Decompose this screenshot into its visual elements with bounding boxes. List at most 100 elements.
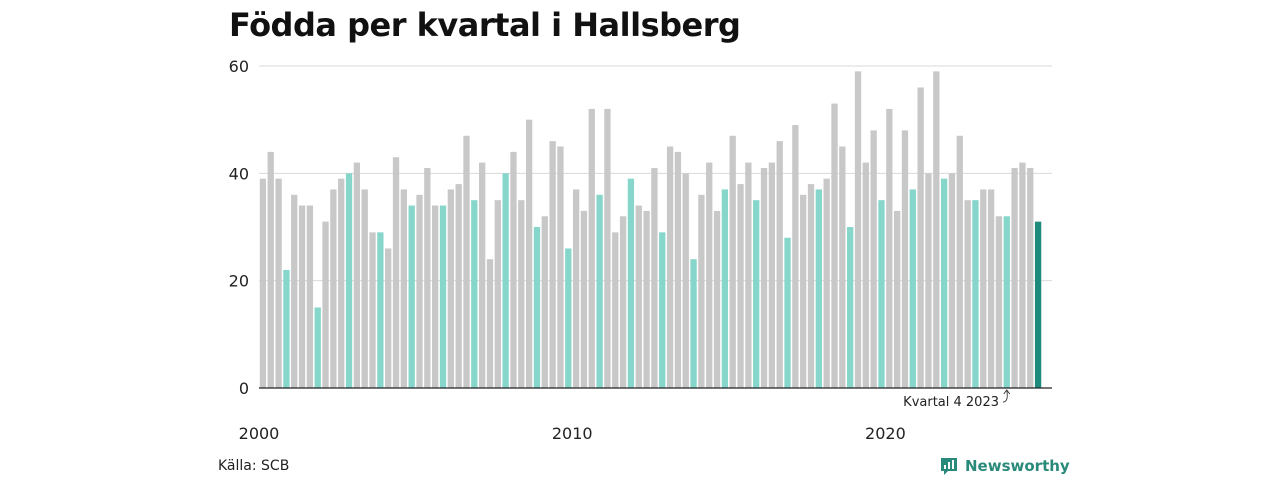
- bar-2012-q3: [651, 167, 658, 388]
- bar-2009-q4: [565, 248, 572, 388]
- bar-2019-q1: [854, 71, 862, 389]
- bar-2001-q2: [298, 205, 306, 388]
- bar-2004-q4: [408, 205, 415, 388]
- bar-2015-q1: [729, 135, 736, 388]
- annotation-arrowhead: [1003, 389, 1011, 395]
- y-tick-label: 20: [229, 272, 249, 291]
- bar-2006-q4: [471, 200, 478, 388]
- bar-2024-q3: [1027, 167, 1034, 388]
- bar-2014-q4: [721, 189, 729, 388]
- bar-2003-q2: [361, 189, 368, 388]
- bar-2009-q1: [541, 216, 548, 388]
- bar-2010-q4: [596, 194, 603, 388]
- axes: 0 20 40 60 2000 2010 2020: [229, 57, 1052, 443]
- chart-title: Födda per kvartal i Hallsberg: [229, 6, 741, 44]
- bar-2008-q4: [533, 227, 541, 388]
- bar-2008-q1: [510, 151, 517, 388]
- bar-2006-q2: [455, 184, 462, 388]
- bar-2017-q4: [815, 189, 822, 388]
- bar-2012-q2: [643, 210, 650, 388]
- bar-2019-q4: [878, 200, 885, 388]
- bar-2021-q2: [925, 173, 932, 388]
- bar-2024-q1: [1011, 167, 1018, 388]
- source-note: Källa: SCB: [218, 458, 290, 474]
- bar-2023-q1: [980, 189, 987, 388]
- bar-2000-q3: [275, 178, 282, 388]
- y-tick-label: 40: [229, 164, 249, 183]
- bar-2007-q2: [486, 259, 494, 388]
- bar-2016-q1: [760, 167, 768, 388]
- bar-2003-q1: [353, 162, 361, 388]
- bar-2017-q2: [800, 194, 807, 388]
- bar-2008-q3: [525, 119, 533, 389]
- x-tick-label: 2010: [552, 424, 593, 443]
- bar-2001-q1: [291, 194, 298, 388]
- bar-2007-q3: [494, 200, 501, 388]
- bar-2006-q1: [447, 189, 454, 388]
- bar-2002-q4: [345, 173, 353, 388]
- bar-2013-q4: [690, 259, 697, 388]
- bar-2022-q1: [948, 173, 956, 388]
- bar-2022-q4: [972, 200, 979, 388]
- bar-2010-q2: [580, 210, 588, 388]
- bar-2023-q4: [1003, 216, 1010, 388]
- annotation-label: Kvartal 4 2023: [903, 395, 999, 410]
- bar-2024-q2: [1019, 162, 1026, 388]
- bar-2016-q2: [768, 162, 776, 388]
- bar-2011-q1: [604, 108, 611, 389]
- bar-2021-q4: [940, 178, 948, 388]
- bar-2019-q2: [862, 162, 869, 388]
- bar-2007-q1: [479, 162, 486, 388]
- bar-2015-q3: [745, 162, 752, 388]
- bar-2005-q2: [424, 167, 431, 388]
- bar-2004-q2: [392, 157, 400, 388]
- bar-2016-q3: [776, 141, 783, 388]
- newsworthy-logo-icon: [941, 458, 957, 475]
- bar-2014-q2: [706, 162, 713, 388]
- bar-2004-q3: [400, 189, 407, 388]
- bar-2002-q1: [322, 221, 329, 388]
- bar-2015-q2: [737, 184, 744, 388]
- bar-2000-q1: [259, 178, 267, 388]
- bar-2024-q4: [1034, 221, 1042, 388]
- bar-2017-q3: [807, 184, 815, 388]
- bar-2003-q3: [369, 232, 376, 388]
- bar-2022-q2: [956, 135, 963, 388]
- bar-2005-q3: [432, 205, 439, 388]
- bar-2019-q3: [870, 130, 877, 388]
- bar-2005-q1: [416, 194, 423, 388]
- bar-2009-q3: [557, 146, 564, 388]
- annotation-arrow: [1002, 389, 1008, 403]
- bar-2020-q1: [886, 108, 893, 389]
- bar-2023-q2: [987, 189, 995, 388]
- brand-name: Newsworthy: [965, 457, 1070, 475]
- brand-logo: Newsworthy: [939, 456, 1070, 476]
- bar-2021-q3: [933, 71, 940, 389]
- bar-2009-q2: [549, 141, 556, 388]
- bar-2000-q2: [267, 151, 274, 388]
- bar-2023-q3: [995, 216, 1003, 388]
- bar-2004-q1: [385, 248, 392, 388]
- bar-2012-q1: [635, 205, 642, 388]
- bar-chart: 0 20 40 60 2000 2010 2020 Kvartal 4 2023: [229, 57, 1052, 443]
- bar-2007-q4: [502, 173, 509, 388]
- x-tick-label: 2000: [239, 424, 280, 443]
- bar-2016-q4: [784, 237, 791, 388]
- bar-2014-q3: [713, 210, 721, 388]
- bar-2015-q4: [753, 200, 760, 388]
- bar-2020-q2: [894, 210, 901, 388]
- bar-2013-q3: [682, 173, 689, 388]
- bar-2006-q3: [463, 135, 470, 388]
- bar-2020-q3: [901, 130, 909, 388]
- bar-2014-q1: [698, 194, 705, 388]
- bar-2001-q3: [306, 205, 314, 388]
- bar-2013-q1: [666, 146, 674, 388]
- bar-2010-q1: [572, 189, 580, 388]
- bar-2000-q4: [283, 269, 290, 388]
- annotation-group: Kvartal 4 2023: [903, 389, 1011, 410]
- bar-2018-q2: [831, 103, 838, 388]
- bar-2005-q4: [439, 205, 447, 388]
- bar-2021-q1: [917, 87, 924, 388]
- bar-2001-q4: [314, 307, 321, 388]
- x-tick-label: 2020: [865, 424, 906, 443]
